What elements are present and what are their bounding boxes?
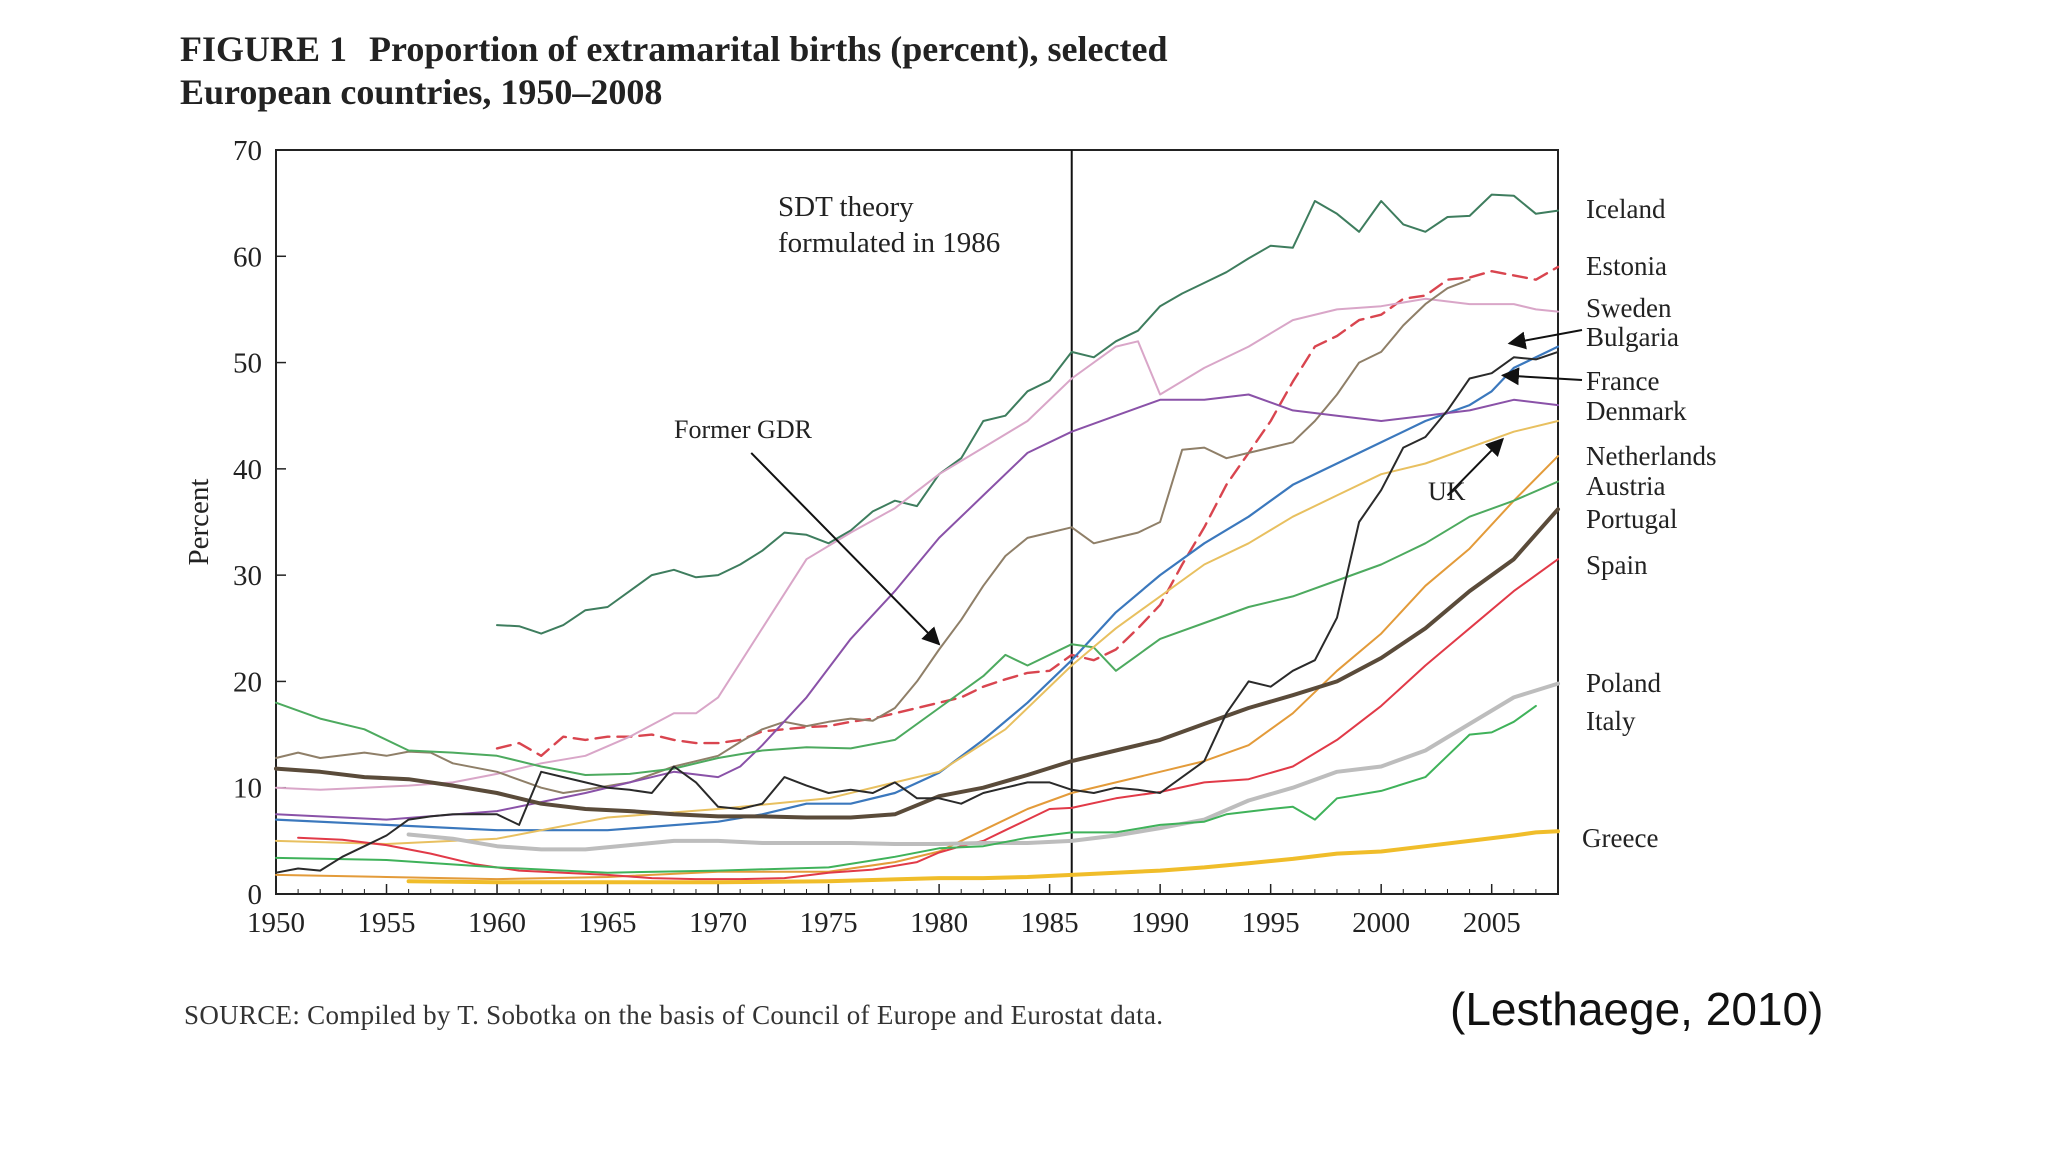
series-line-portugal [274,507,1560,820]
legend-label-estonia: Estonia [1586,251,1667,281]
y-tick-label: 20 [233,666,262,698]
legend-label-italy: Italy [1586,706,1636,736]
legend-arrow-france [1500,367,1583,386]
legend-label-poland: Poland [1586,668,1662,698]
citation: (Lesthaege, 2010) [1450,983,1824,1035]
legend-label-denmark: Denmark [1586,396,1687,426]
x-tick-label: 1960 [468,907,526,939]
x-tick-label: 1990 [1131,907,1189,939]
x-tick-label: 1965 [579,907,637,939]
x-tick-label: 2000 [1352,907,1410,939]
series-line-netherlands [275,455,1559,881]
legend-label-bulgaria: Bulgaria [1586,322,1679,352]
x-tick-label: 1970 [689,907,747,939]
legend-label-portugal: Portugal [1586,504,1678,534]
y-axis-label: Percent [183,479,215,566]
series-line-uk [275,420,1559,845]
legend-label-greece: Greece [1582,823,1658,853]
series-line-italy [275,704,1537,874]
legend-label-netherlands: Netherlands [1586,441,1716,471]
legend-label-austria: Austria [1586,471,1666,501]
former-gdr-label: Former GDR [674,415,813,444]
x-tick-label: 1950 [247,907,305,939]
series-line-france [274,345,1560,832]
legend-label-sweden: Sweden [1586,293,1672,323]
y-tick-label: 40 [233,454,262,486]
x-tick-label: 1980 [910,907,968,939]
x-tick-label: 1985 [1021,907,1079,939]
sdt-annotation-line2: formulated in 1986 [778,227,1000,259]
former-gdr-arrow [750,452,941,646]
series-line-denmark [275,393,1559,821]
series-line-greece [406,829,1560,885]
series-line-austria [275,480,1559,776]
legend-arrow-bulgaria [1507,329,1583,350]
y-tick-label: 30 [233,560,262,592]
series-line-estonia [495,265,1560,757]
y-tick-label: 50 [233,348,262,380]
legend-label-iceland: Iceland [1586,194,1666,224]
figure-title-line1: Proportion of extramarital births (perce… [369,29,1168,69]
figure-title: FIGURE 1 Proportion of extramarital birth… [180,28,1167,114]
x-tick-label: 1975 [800,907,858,939]
series-line-poland [406,681,1560,852]
x-tick-label: 2005 [1463,907,1521,939]
figure-title-line2: European countries, 1950–2008 [180,72,663,112]
series-line-bulgaria [275,278,1471,794]
series-line-sweden [275,297,1559,791]
figure-label: FIGURE 1 [180,29,348,69]
y-tick-label: 70 [233,135,262,167]
series-line-spain [297,558,1559,881]
x-tick-label: 1955 [358,907,416,939]
legend-label-spain: Spain [1586,550,1648,580]
series-line-former-gdr [275,350,1559,874]
y-tick-label: 10 [233,773,262,805]
x-tick-label: 1995 [1242,907,1300,939]
legend-label-france: France [1586,366,1659,396]
sdt-annotation-line1: SDT theory [778,191,914,223]
series-line-iceland [496,193,1559,635]
y-tick-label: 0 [248,879,263,911]
uk-arrow [1446,437,1505,497]
source-note: SOURCE: Compiled by T. Sobotka on the ba… [184,1000,1164,1030]
y-tick-label: 60 [233,241,262,273]
